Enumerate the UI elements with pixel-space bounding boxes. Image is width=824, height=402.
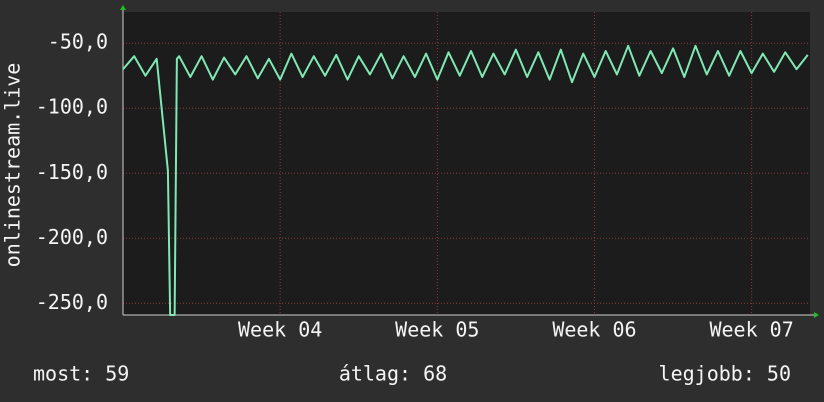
x-tick-label: Week 07 (709, 318, 793, 342)
y-tick-label: -150,0 (36, 160, 108, 184)
stat-average: átlag: 68 (339, 362, 447, 386)
y-tick-label: -250,0 (36, 290, 108, 314)
data-line (122, 44, 809, 316)
y-tick-label: -100,0 (36, 95, 108, 119)
x-tick-label: Week 05 (395, 318, 479, 342)
y-axis-label: onlinestream.live (1, 63, 25, 268)
plot-area (123, 12, 810, 315)
y-tick-label: -200,0 (36, 225, 108, 249)
stat-best: legjobb: 50 (659, 362, 791, 386)
stat-current: most: 59 (33, 362, 129, 386)
y-tick-label: -50,0 (48, 30, 108, 54)
axis-arrow (120, 5, 126, 10)
axis-arrow (814, 312, 819, 318)
x-tick-label: Week 04 (238, 318, 322, 342)
x-tick-label: Week 06 (552, 318, 636, 342)
